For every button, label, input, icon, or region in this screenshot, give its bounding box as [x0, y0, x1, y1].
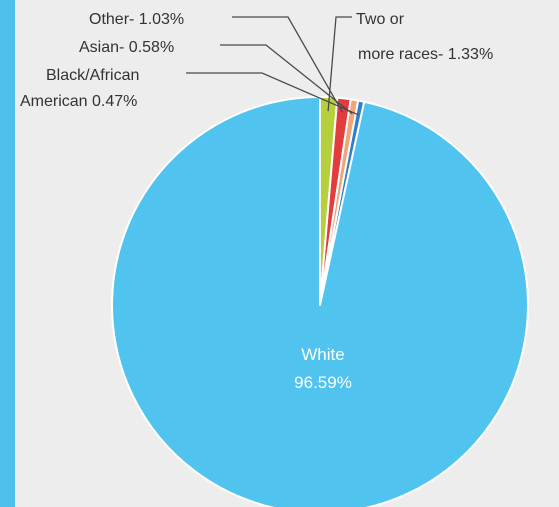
side-accent-bar — [0, 0, 15, 507]
leader-line-asian — [220, 44, 353, 115]
label-two-or-more-line1: Two or — [356, 11, 405, 28]
label-two-or-more-line2: more races- 1.33% — [358, 46, 493, 63]
label-black-line1: Black/African — [46, 67, 139, 84]
label-asian: Asian- 0.58% — [79, 39, 174, 56]
label-other: Other- 1.03% — [89, 11, 184, 28]
leader-line-black — [186, 72, 359, 116]
leader-line-two-or-more — [327, 16, 352, 112]
pie-slice-white — [111, 96, 529, 507]
leader-line-other — [232, 16, 343, 113]
label-white-line1: White — [301, 345, 344, 364]
label-white-line2: 96.59% — [294, 373, 352, 392]
label-black-line2: American 0.47% — [20, 93, 137, 110]
